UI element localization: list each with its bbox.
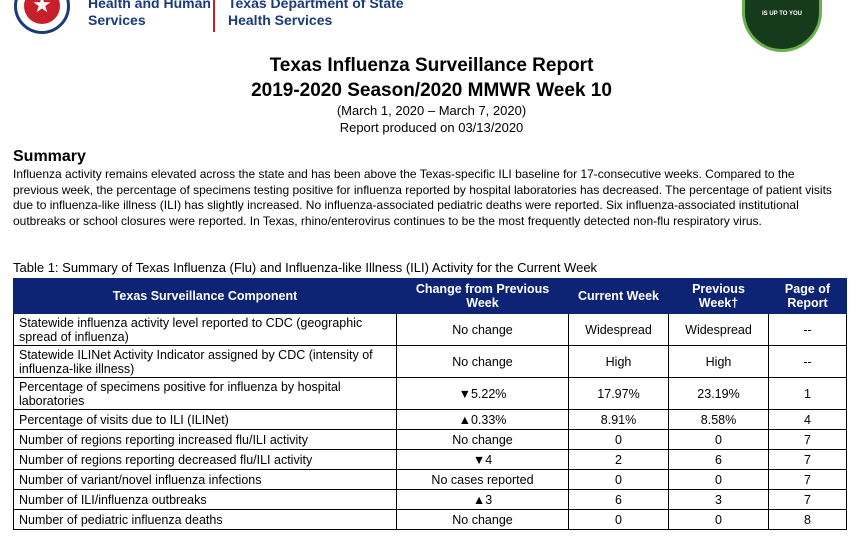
component-cell: Statewide influenza activity level repor…: [13, 313, 397, 346]
table-header-row: Texas Surveillance Component Change from…: [13, 278, 847, 314]
current-week-cell: High: [568, 345, 669, 378]
component-cell: Number of ILI/influenza outbreaks: [13, 489, 397, 510]
page-header: ★ Health and Human Services Texas Depart…: [0, 0, 863, 52]
table-row: Number of ILI/influenza outbreaks ▲3 6 3…: [13, 489, 847, 510]
summary-body: Influenza activity remains elevated acro…: [13, 167, 832, 228]
report-title: Texas Influenza Surveillance Report: [269, 55, 594, 76]
table-row: Statewide ILINet Activity Indicator assi…: [13, 345, 847, 378]
previous-week-cell: 0: [668, 429, 769, 450]
current-week-cell: 0: [568, 509, 669, 530]
star-icon: ★: [32, 0, 52, 17]
current-week-cell: 0: [568, 469, 669, 490]
column-header-current-week: Current Week: [568, 278, 669, 314]
previous-week-cell: 23.19%: [668, 377, 769, 410]
page-cell: 7: [768, 429, 847, 450]
component-cell: Number of pediatric influenza deaths: [13, 509, 397, 530]
column-header-change: Change from Previous Week: [396, 278, 569, 314]
previous-week-cell: 0: [668, 469, 769, 490]
summary-heading: Summary: [13, 148, 86, 165]
dshs-line-2: Health Services: [228, 12, 333, 28]
column-header-page: Page of Report: [768, 278, 847, 314]
campaign-badge-logo: IS UP TO YOU: [742, 0, 822, 52]
change-cell: ▲3: [396, 489, 569, 510]
surveillance-summary-table: Texas Surveillance Component Change from…: [13, 278, 847, 530]
report-subtitle: 2019-2020 Season/2020 MMWR Week 10: [251, 80, 612, 101]
dshs-line-1: Texas Department of State: [228, 0, 404, 11]
hhs-line-1: Health and Human: [88, 0, 211, 11]
change-cell: No change: [396, 345, 569, 378]
dshs-agency-name: Texas Department of State Health Service…: [228, 0, 404, 29]
table-row: Percentage of visits due to ILI (ILINet)…: [13, 409, 847, 430]
current-week-cell: 2: [568, 449, 669, 470]
badge-text: IS UP TO YOU: [761, 11, 802, 17]
page-cell: --: [768, 345, 847, 378]
page-cell: 7: [768, 489, 847, 510]
report-produced-date: Report produced on 03/13/2020: [339, 120, 524, 135]
change-cell: ▲0.33%: [396, 409, 569, 430]
column-header-previous-week: Previous Week†: [668, 278, 769, 314]
page-cell: 4: [768, 409, 847, 430]
current-week-cell: Widespread: [568, 313, 669, 346]
change-cell: No change: [396, 509, 569, 530]
change-cell: No change: [396, 313, 569, 346]
header-divider: [213, 0, 215, 32]
table-row: Statewide influenza activity level repor…: [13, 313, 847, 346]
table-row: Percentage of specimens positive for inf…: [13, 377, 847, 410]
page-cell: 7: [768, 469, 847, 490]
previous-week-cell: 6: [668, 449, 769, 470]
previous-week-cell: High: [668, 345, 769, 378]
component-cell: Number of variant/novel influenza infect…: [13, 469, 397, 490]
page-cell: 1: [768, 377, 847, 410]
change-cell: ▼4: [396, 449, 569, 470]
table-row: Number of regions reporting decreased fl…: [13, 449, 847, 470]
component-cell: Number of regions reporting decreased fl…: [13, 449, 397, 470]
previous-week-cell: 8.58%: [668, 409, 769, 430]
column-header-component: Texas Surveillance Component: [13, 278, 397, 314]
page-cell: --: [768, 313, 847, 346]
table-row: Number of variant/novel influenza infect…: [13, 469, 847, 490]
page-cell: 8: [768, 509, 847, 530]
table-caption: Table 1: Summary of Texas Influenza (Flu…: [13, 260, 598, 275]
change-cell: No change: [396, 429, 569, 450]
change-cell: ▼5.22%: [396, 377, 569, 410]
seal-inner: ★: [24, 0, 60, 24]
previous-week-cell: 3: [668, 489, 769, 510]
table-row: Number of regions reporting increased fl…: [13, 429, 847, 450]
component-cell: Statewide ILINet Activity Indicator assi…: [13, 345, 397, 378]
change-cell: No cases reported: [396, 469, 569, 490]
table-row: Number of pediatric influenza deaths No …: [13, 509, 847, 530]
hhs-line-2: Services: [88, 12, 146, 28]
current-week-cell: 0: [568, 429, 669, 450]
previous-week-cell: 0: [668, 509, 769, 530]
current-week-cell: 17.97%: [568, 377, 669, 410]
previous-week-cell: Widespread: [668, 313, 769, 346]
component-cell: Percentage of visits due to ILI (ILINet): [13, 409, 397, 430]
hhs-seal-logo: ★: [14, 0, 70, 34]
current-week-cell: 8.91%: [568, 409, 669, 430]
component-cell: Number of regions reporting increased fl…: [13, 429, 397, 450]
page-cell: 7: [768, 449, 847, 470]
hhs-agency-name: Health and Human Services: [88, 0, 211, 29]
current-week-cell: 6: [568, 489, 669, 510]
report-date-range: (March 1, 2020 – March 7, 2020): [336, 103, 527, 118]
component-cell: Percentage of specimens positive for inf…: [13, 377, 397, 410]
